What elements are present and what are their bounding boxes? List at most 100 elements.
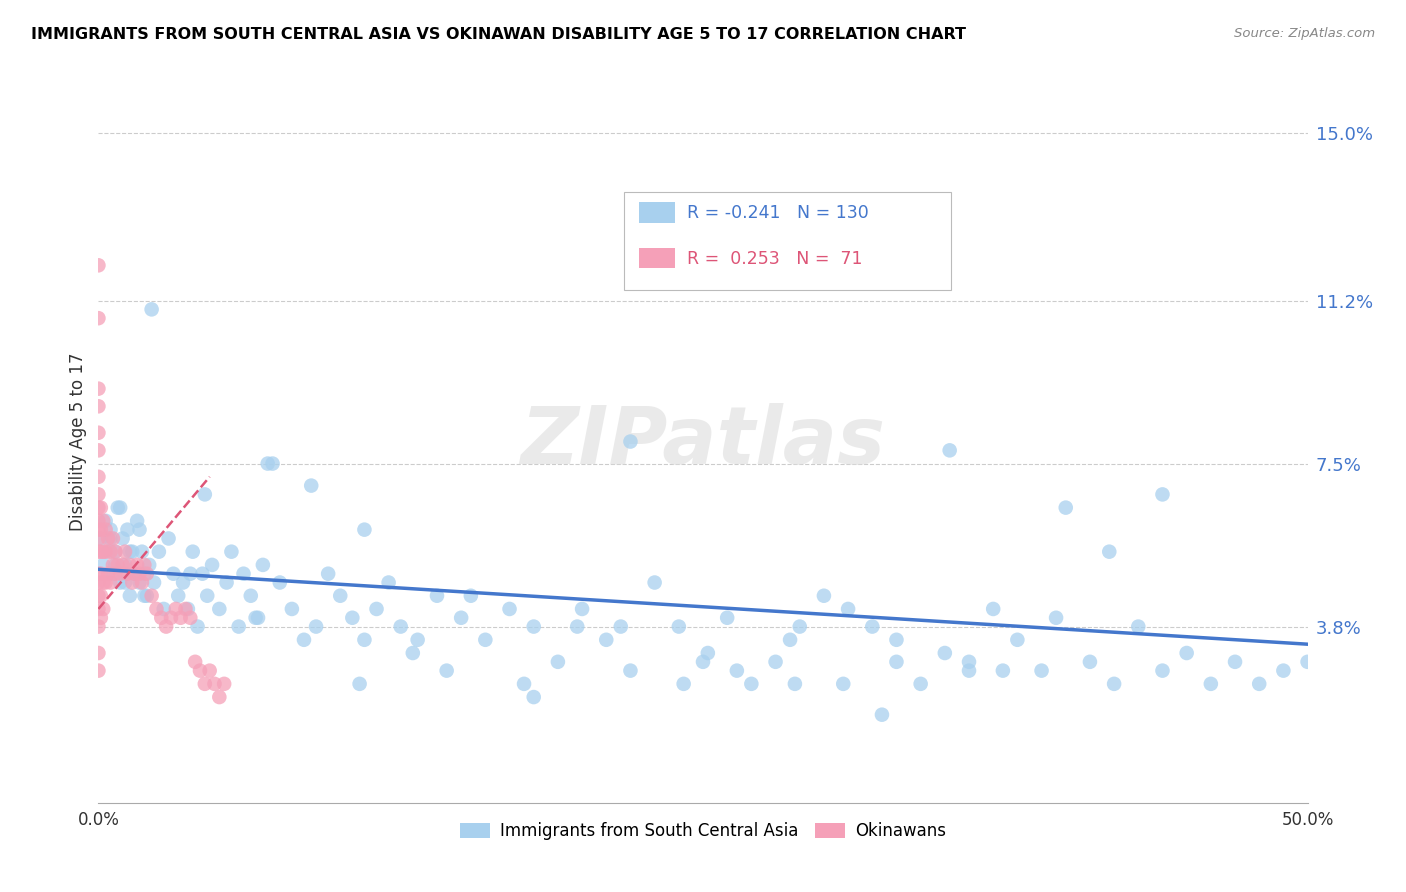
Point: [90, 544, 112, 558]
Point: [101, 558, 124, 572]
Point: [571, 602, 593, 616]
Point: [94, 523, 117, 537]
Point: [148, 544, 170, 558]
Point: [124, 566, 146, 581]
Point: [195, 589, 218, 603]
Point: [87, 566, 110, 581]
Point: [114, 558, 136, 572]
Point: [644, 575, 666, 590]
Point: [595, 632, 617, 647]
Point: [114, 544, 136, 558]
Point: [97, 532, 120, 546]
Point: [87, 575, 110, 590]
Point: [1175, 646, 1198, 660]
Point: [353, 632, 375, 647]
Point: [101, 566, 124, 581]
Point: [779, 632, 801, 647]
Point: [127, 558, 149, 572]
Point: [128, 566, 150, 581]
Point: [91, 558, 114, 572]
Point: [212, 677, 235, 691]
Point: [513, 677, 536, 691]
Point: [269, 575, 291, 590]
Legend: Immigrants from South Central Asia, Okinawans: Immigrants from South Central Asia, Okin…: [451, 814, 955, 848]
Text: IMMIGRANTS FROM SOUTH CENTRAL ASIA VS OKINAWAN DISABILITY AGE 5 TO 17 CORRELATIO: IMMIGRANTS FROM SOUTH CENTRAL ASIA VS OK…: [31, 27, 966, 42]
Point: [329, 589, 352, 603]
Point: [262, 457, 284, 471]
Point: [87, 487, 110, 501]
Point: [299, 478, 322, 492]
Point: [90, 532, 112, 546]
Point: [692, 655, 714, 669]
Point: [91, 602, 114, 616]
Point: [181, 544, 204, 558]
Point: [87, 646, 110, 660]
Point: [134, 558, 156, 572]
Point: [228, 619, 250, 633]
Point: [1098, 544, 1121, 558]
Point: [108, 500, 131, 515]
Point: [498, 602, 520, 616]
Point: [783, 677, 806, 691]
Point: [118, 544, 141, 558]
Point: [87, 532, 110, 546]
Point: [165, 602, 187, 616]
Point: [177, 602, 200, 616]
Point: [87, 664, 110, 678]
Point: [94, 514, 117, 528]
Point: [87, 602, 110, 616]
Point: [157, 532, 180, 546]
Point: [672, 677, 695, 691]
Point: [402, 646, 425, 660]
Point: [128, 575, 150, 590]
Point: [406, 632, 429, 647]
Point: [118, 589, 141, 603]
Point: [97, 544, 120, 558]
Point: [1296, 655, 1319, 669]
Point: [252, 558, 274, 572]
Point: [107, 558, 129, 572]
Point: [162, 566, 184, 581]
Point: [460, 589, 482, 603]
Point: [281, 602, 304, 616]
Point: [111, 558, 134, 572]
Point: [104, 544, 127, 558]
FancyBboxPatch shape: [624, 193, 950, 290]
Point: [353, 523, 375, 537]
Point: [832, 677, 855, 691]
Point: [1054, 500, 1077, 515]
Point: [1249, 677, 1271, 691]
Point: [1031, 664, 1053, 678]
Point: [567, 619, 589, 633]
FancyBboxPatch shape: [638, 248, 675, 268]
Point: [108, 566, 131, 581]
Point: [523, 690, 546, 704]
Point: [208, 602, 231, 616]
Point: [837, 602, 859, 616]
Point: [174, 602, 197, 616]
Point: [87, 589, 110, 603]
Point: [100, 544, 122, 558]
Point: [187, 619, 209, 633]
Point: [152, 602, 174, 616]
Point: [104, 566, 127, 581]
Point: [141, 589, 163, 603]
Point: [91, 514, 114, 528]
Point: [610, 619, 633, 633]
Point: [194, 677, 217, 691]
Point: [716, 611, 738, 625]
Point: [134, 589, 156, 603]
Y-axis label: Disability Age 5 to 17: Disability Age 5 to 17: [69, 352, 87, 531]
Point: [436, 664, 458, 678]
Point: [135, 566, 157, 581]
Point: [117, 523, 139, 537]
Point: [87, 443, 110, 458]
Point: [1272, 664, 1295, 678]
Point: [1128, 619, 1150, 633]
Point: [292, 632, 315, 647]
Point: [474, 632, 496, 647]
Point: [100, 523, 122, 537]
Point: [860, 619, 883, 633]
Point: [179, 611, 201, 625]
Point: [124, 566, 146, 581]
